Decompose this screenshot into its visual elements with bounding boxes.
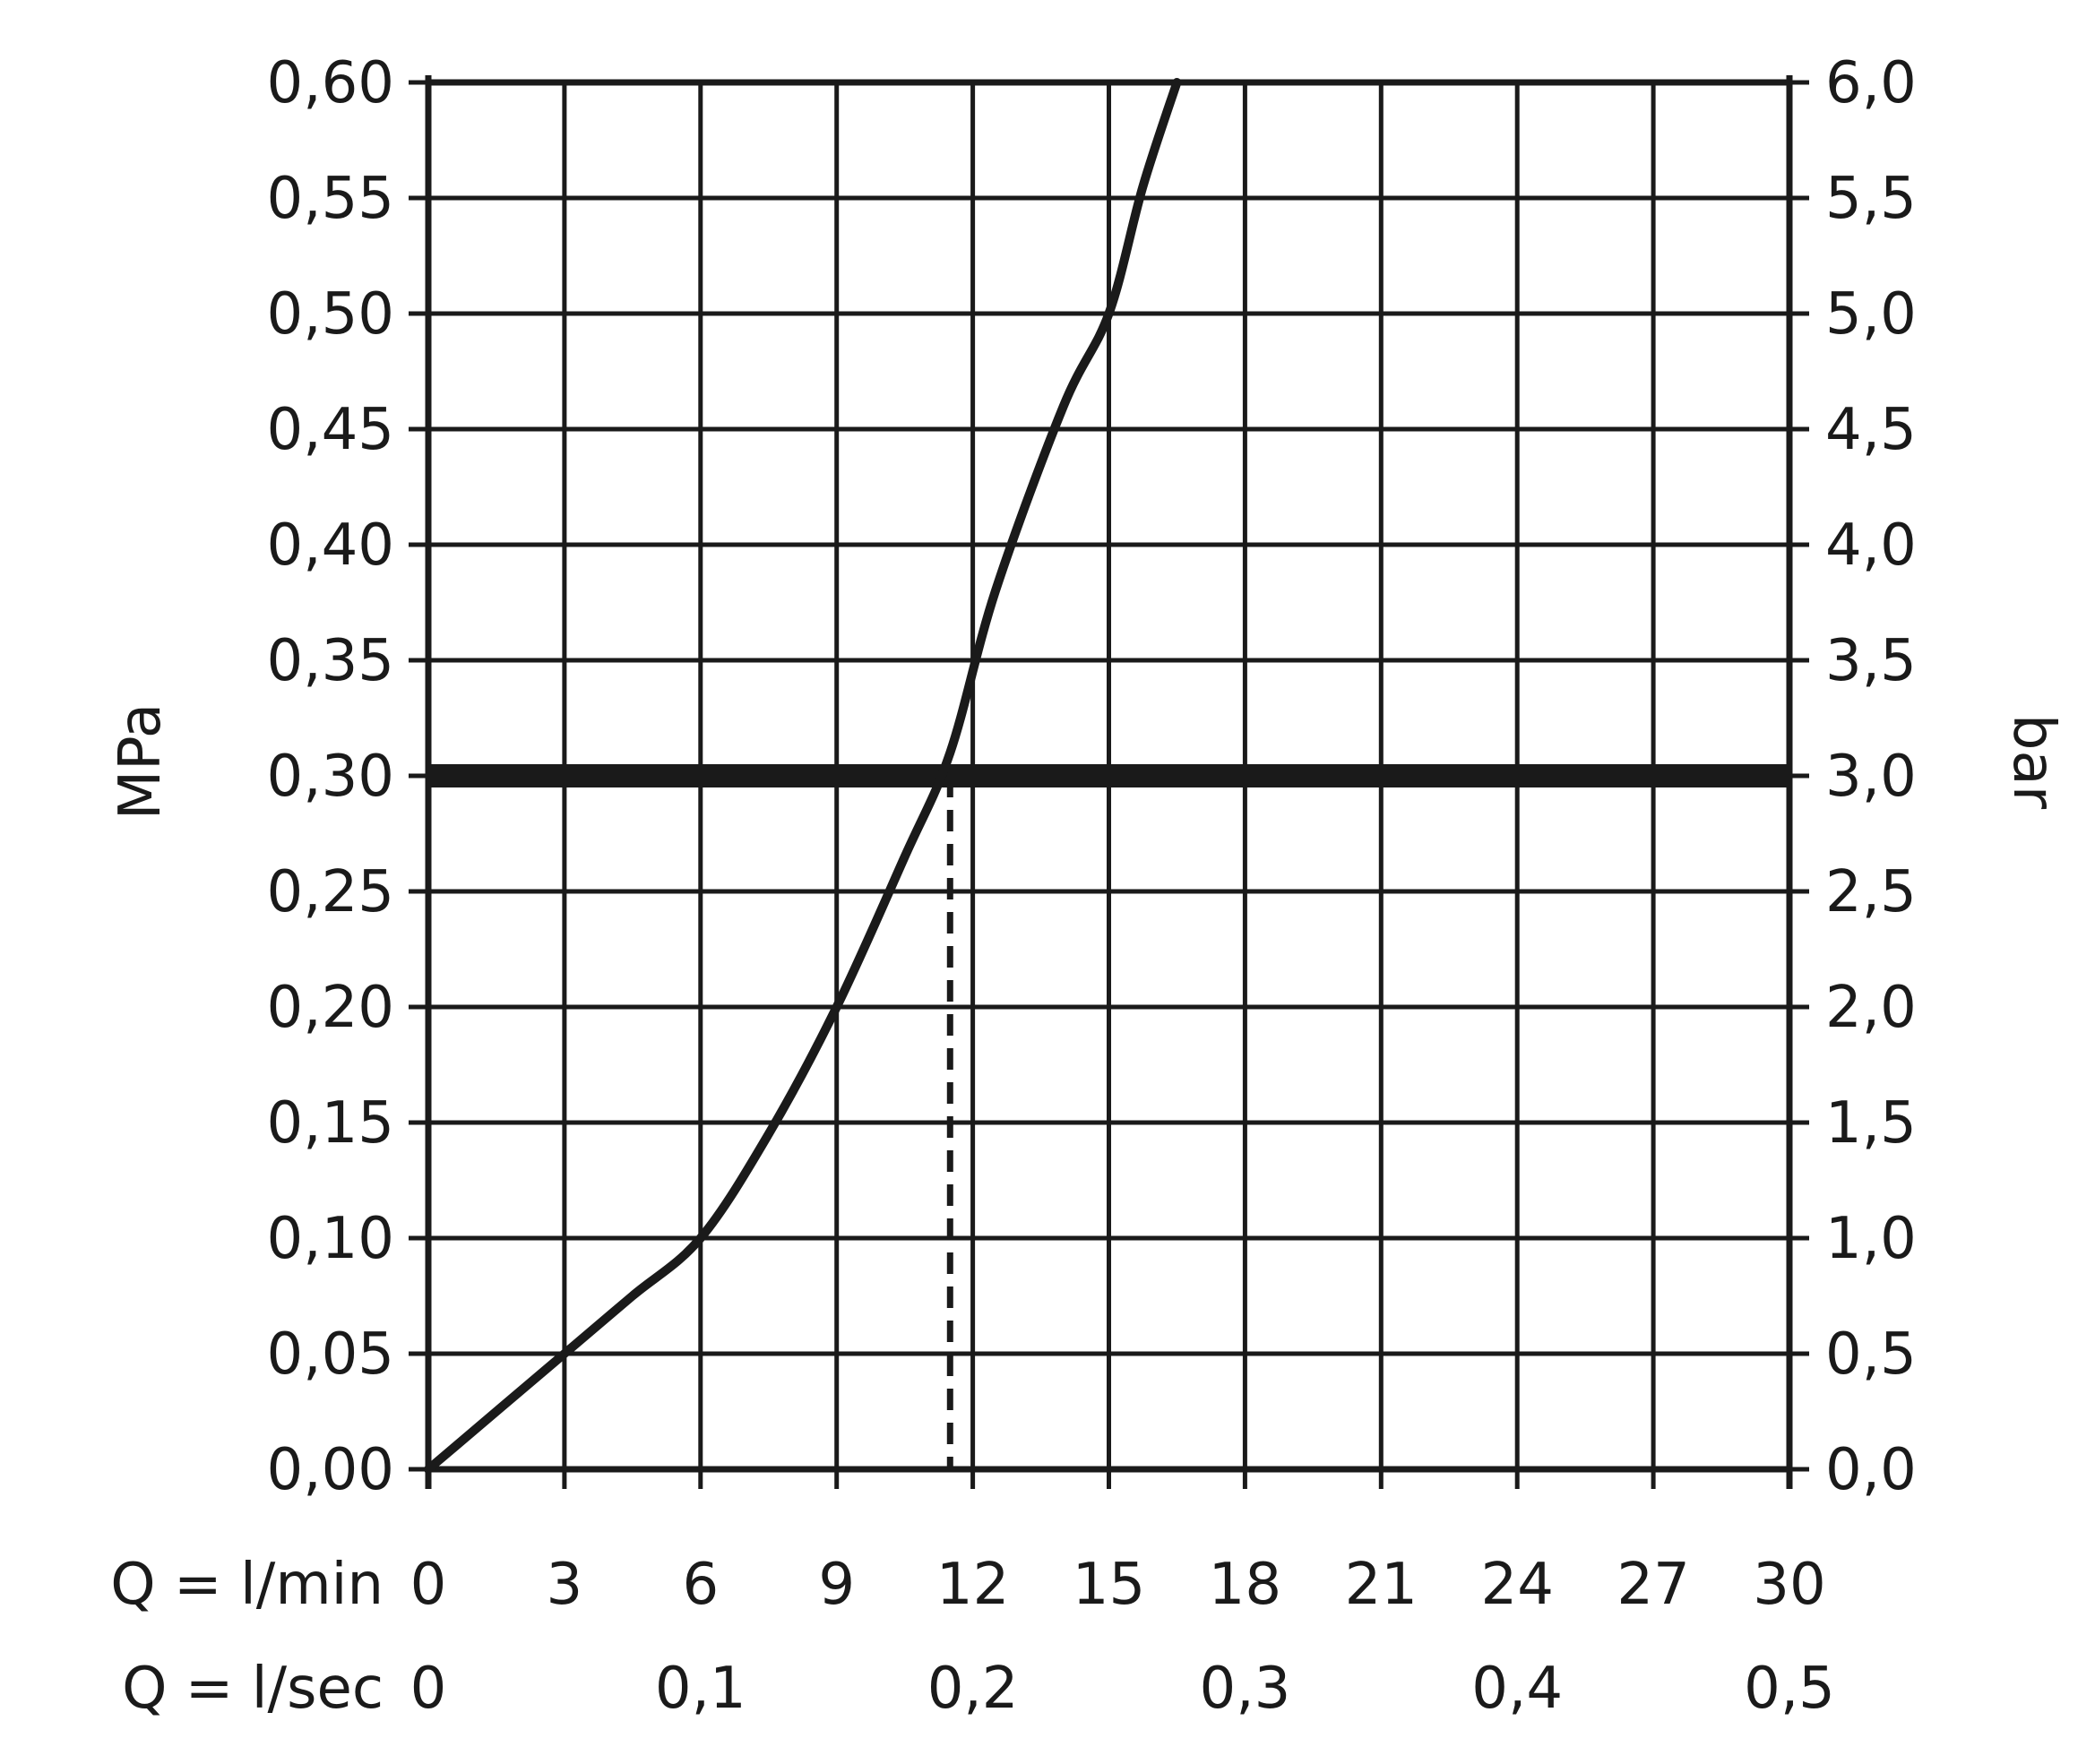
y-left-tick-label: 0,50 (267, 281, 395, 348)
y-right-tick-label: 5,0 (1825, 281, 1917, 348)
series-line (424, 78, 1182, 1474)
y-left-tick-label: 0,05 (267, 1321, 395, 1388)
x-tick-label: 27 (1617, 1552, 1689, 1618)
x-tick-label: 21 (1345, 1552, 1418, 1618)
x-axes: Q = l/min 0 3 6 9 12 15 18 21 24 27 30 Q = l/sec 0 0,1… (110, 1469, 1835, 1722)
y-left-tick-label: 0,15 (267, 1090, 395, 1157)
x-row-label: Q = l/sec (122, 1656, 384, 1722)
y-right-tick-label: 0,0 (1825, 1437, 1917, 1503)
x-tick-label: 30 (1753, 1552, 1825, 1618)
x-tick-label: 0,5 (1744, 1656, 1835, 1722)
x-tick-label: 0 (410, 1656, 447, 1722)
x-tick-label: 9 (818, 1552, 855, 1618)
x-row-label: Q = l/min (110, 1552, 384, 1618)
y-right-tick-label: 1,0 (1825, 1206, 1917, 1272)
x-tick-label: 0,1 (655, 1656, 746, 1722)
x-tick-label: 6 (682, 1552, 719, 1618)
x-tick-label: 18 (1209, 1552, 1281, 1618)
y-left-tick-label: 0,60 (267, 50, 395, 116)
y-right-tick-label: 2,5 (1825, 859, 1917, 925)
x-tick-label: 15 (1073, 1552, 1145, 1618)
y-left-tick-label: 0,00 (267, 1437, 395, 1503)
y-axis-left-label: MPa (108, 703, 174, 820)
series-curve (424, 78, 1182, 1474)
y-axis-right: 0,0 0,5 1,0 1,5 2,0 2,5 3,0 3,5 4,0 4,5 5,0 5,5 6,0 (1789, 50, 1917, 1503)
y-right-tick-label: 3,5 (1825, 628, 1917, 694)
x-tick-label: 0 (410, 1552, 447, 1618)
y-right-tick-label: 2,0 (1825, 975, 1917, 1041)
x-tick-label: 3 (547, 1552, 583, 1618)
y-left-tick-label: 0,55 (267, 166, 395, 232)
y-left-tick-label: 0,30 (267, 744, 395, 810)
y-left-tick-label: 0,45 (267, 397, 395, 463)
y-left-tick-label: 0,25 (267, 859, 395, 925)
y-right-tick-label: 5,5 (1825, 166, 1917, 232)
y-left-tick-label: 0,35 (267, 628, 395, 694)
y-right-tick-label: 4,5 (1825, 397, 1917, 463)
y-right-tick-label: 3,0 (1825, 744, 1917, 810)
y-right-tick-label: 1,5 (1825, 1090, 1917, 1157)
y-left-tick-label: 0,40 (267, 512, 395, 579)
x-tick-label: 0,4 (1471, 1656, 1563, 1722)
y-axis-left: 0,00 0,05 0,10 0,15 0,20 0,25 0,30 0,35 0,40 0,45… (267, 50, 428, 1503)
x-tick-label: 12 (936, 1552, 1009, 1618)
y-right-tick-label: 6,0 (1825, 50, 1917, 116)
y-axis-right-label: bar (2000, 714, 2066, 810)
y-left-tick-label: 0,20 (267, 975, 395, 1041)
x-tick-label: 24 (1480, 1552, 1553, 1618)
y-right-tick-label: 4,0 (1825, 512, 1917, 579)
y-left-tick-label: 0,10 (267, 1206, 395, 1272)
y-right-tick-label: 0,5 (1825, 1321, 1917, 1388)
x-tick-label: 0,3 (1200, 1656, 1291, 1722)
x-tick-label: 0,2 (927, 1656, 1019, 1722)
